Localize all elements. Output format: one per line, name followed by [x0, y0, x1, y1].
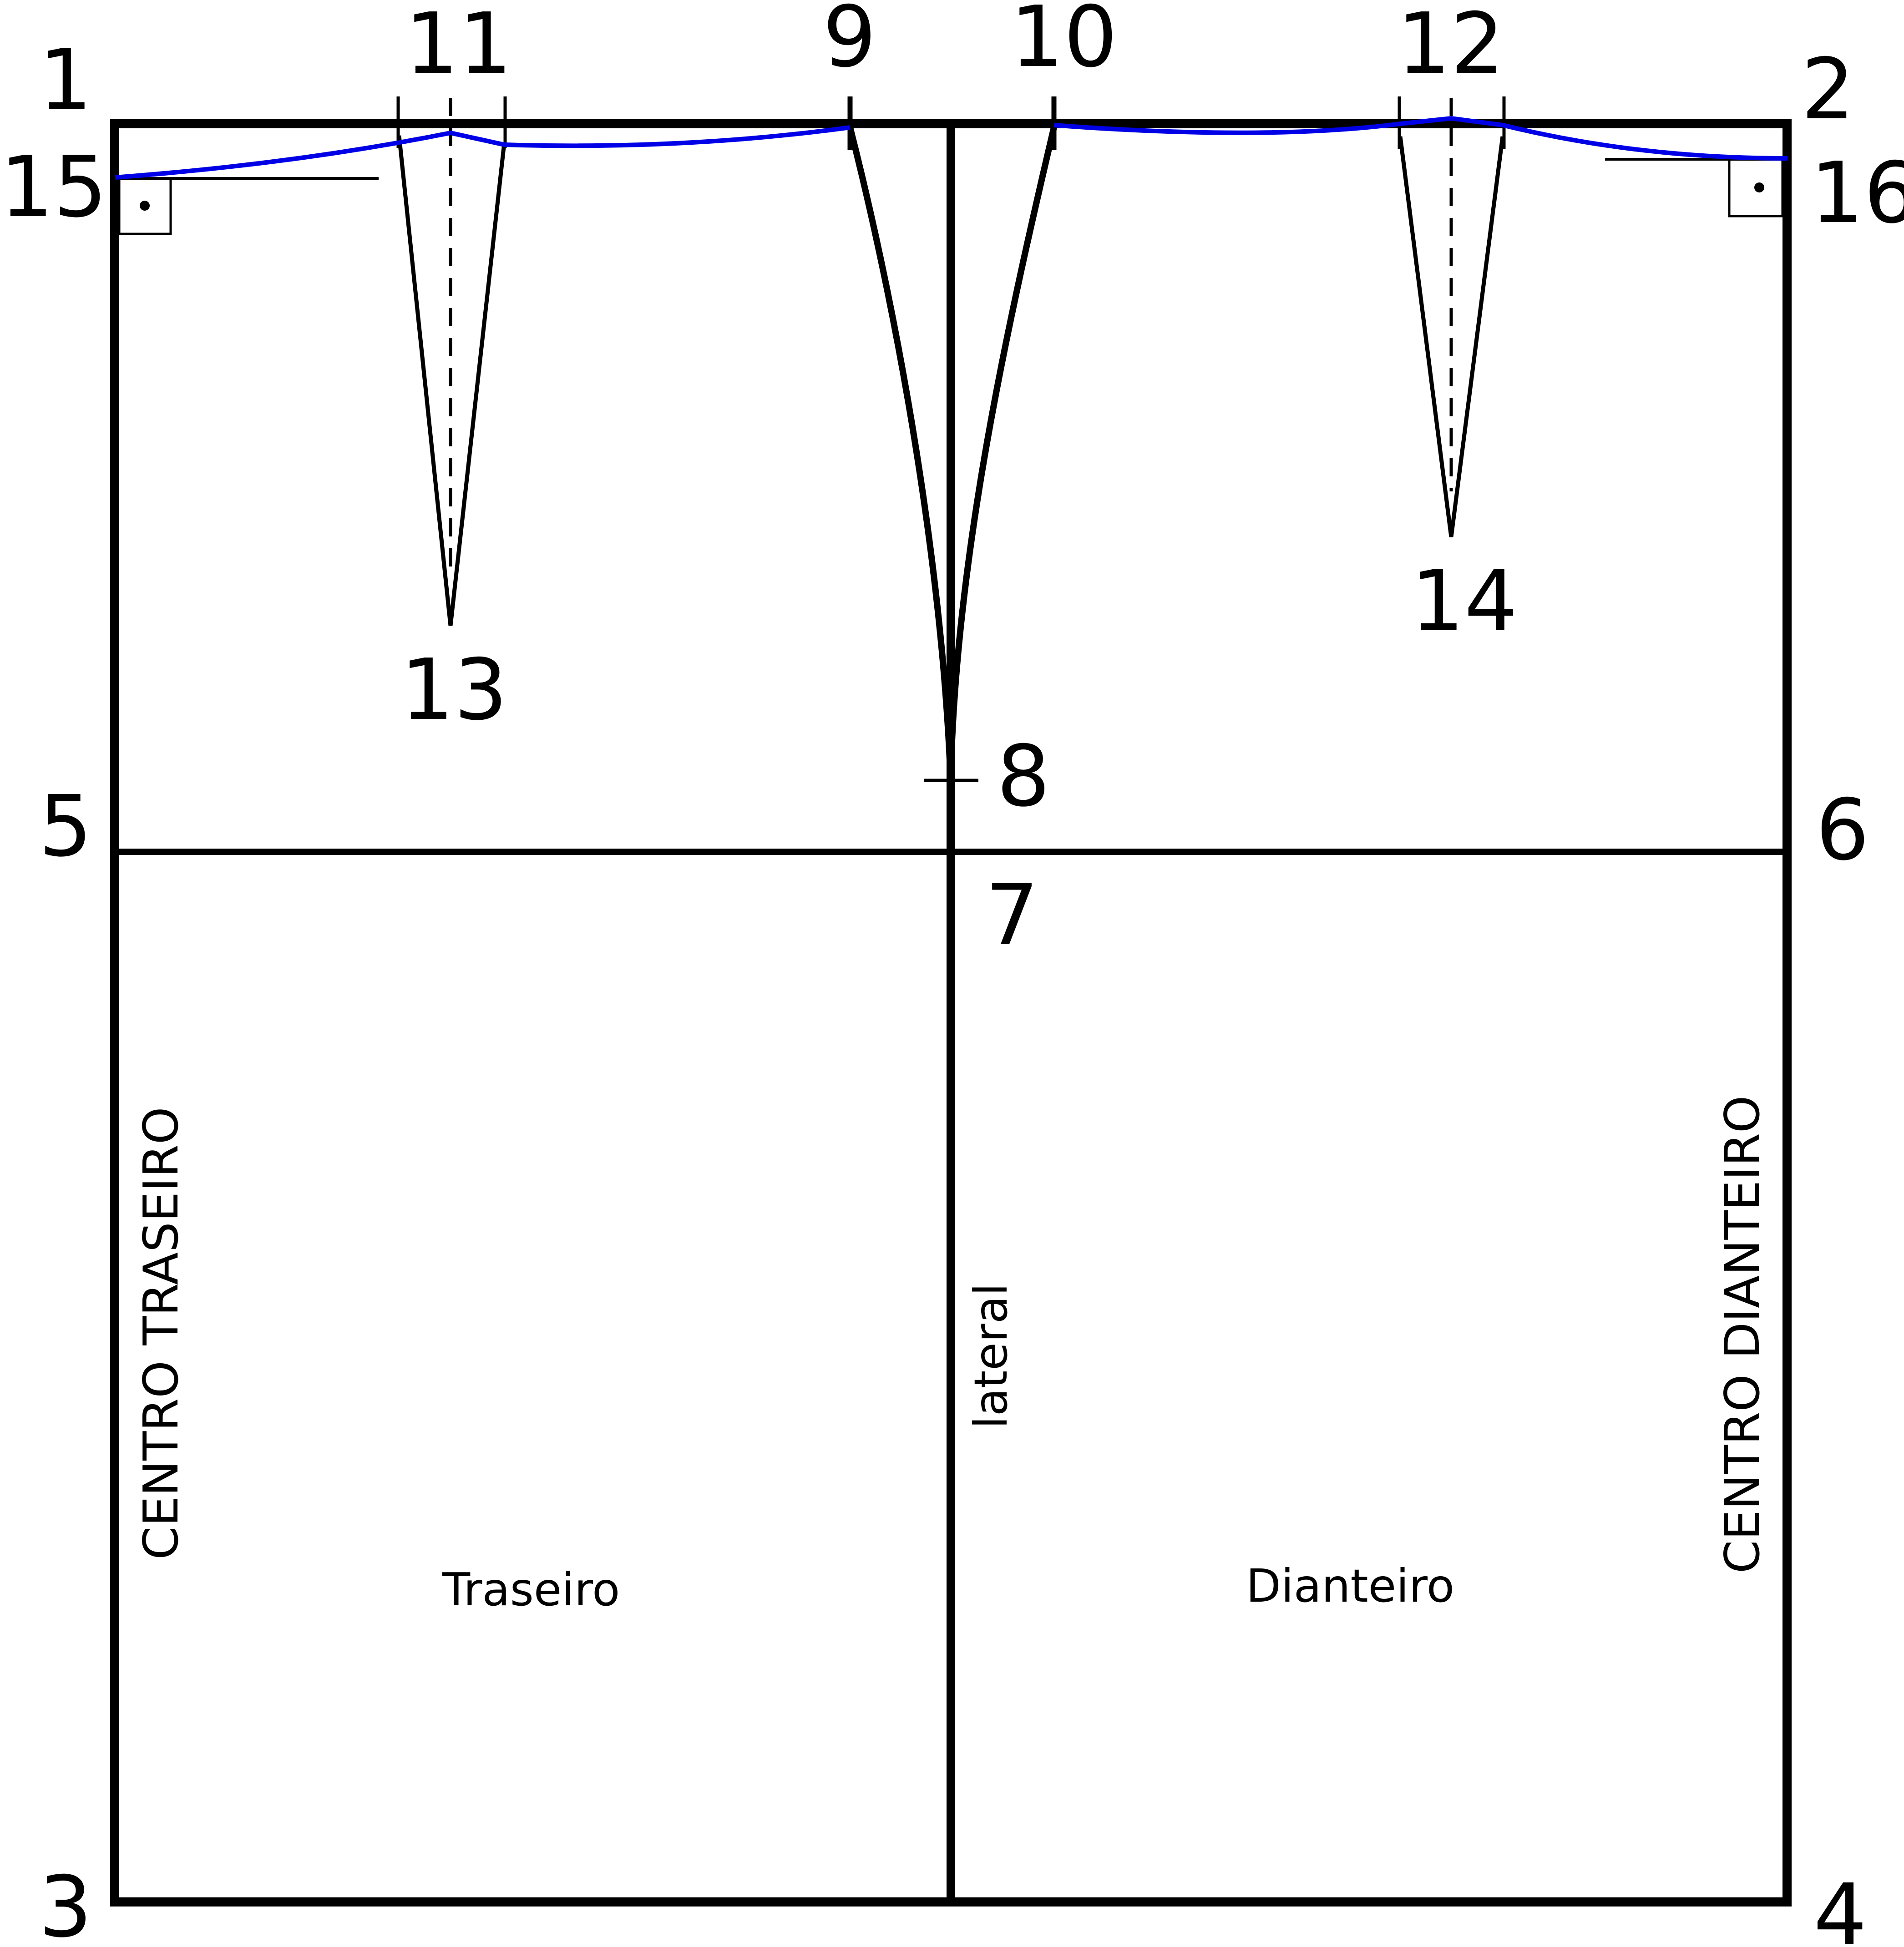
- front-hip-curve: [947, 126, 1057, 781]
- point-label-3: 3: [39, 1858, 92, 1947]
- center-back-right-angle-dot: [140, 201, 150, 211]
- back-waistline: [114, 125, 851, 180]
- point-label-2: 2: [1801, 40, 1855, 138]
- point-label-10: 10: [1010, 0, 1117, 86]
- point-label-12: 12: [1397, 0, 1504, 93]
- point-label-7: 7: [985, 866, 1039, 964]
- point-label-1: 1: [39, 31, 92, 129]
- center-front-right-angle-dot: [1754, 182, 1764, 192]
- point-label-9: 9: [823, 0, 876, 86]
- point-label-4: 4: [1813, 1866, 1867, 1947]
- point-label-5: 5: [39, 777, 92, 875]
- front-waistline: [1053, 116, 1788, 161]
- back-dart: [397, 135, 506, 626]
- center-front-label: CENTRO DIANTEIRO: [1715, 1095, 1770, 1573]
- point-label-13: 13: [400, 641, 507, 739]
- front-dart: [1398, 136, 1505, 537]
- point-label-14: 14: [1411, 552, 1518, 650]
- back-hip-curve: [847, 126, 954, 781]
- point-label-16: 16: [1810, 144, 1904, 242]
- point-label-6: 6: [1816, 781, 1869, 879]
- center-back-right-angle-marker: [118, 177, 172, 235]
- front-panel-label: Dianteiro: [1246, 1559, 1454, 1613]
- center-back-label: CENTRO TRASEIRO: [133, 1107, 189, 1560]
- point-label-11: 11: [405, 0, 512, 93]
- back-panel-label: Traseiro: [442, 1563, 620, 1616]
- side-label: lateral: [964, 1283, 1018, 1429]
- point-label-8: 8: [997, 727, 1050, 825]
- point-label-15: 15: [0, 138, 107, 236]
